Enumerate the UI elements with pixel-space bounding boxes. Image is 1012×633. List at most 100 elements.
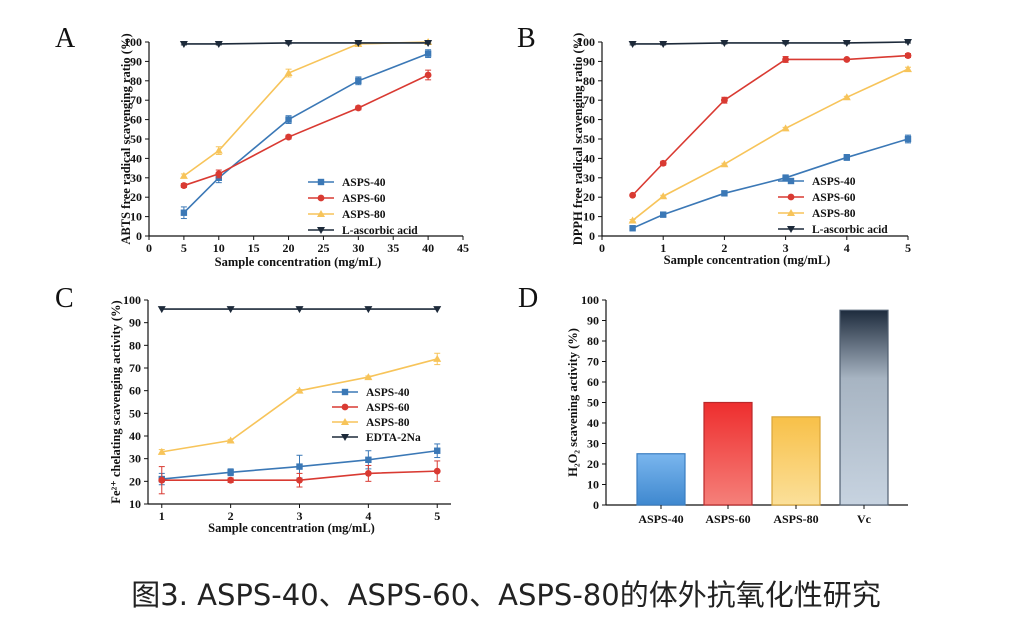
data-point [364, 470, 372, 477]
y-axis-label: DPPH free radical scavenging ratio (%) [571, 33, 585, 246]
legend-marker [787, 226, 795, 233]
y-tick-label: 70 [129, 361, 141, 375]
series-line [183, 52, 429, 214]
bar-asps-80 [771, 416, 821, 506]
legend-label: EDTA-2Na [366, 432, 421, 444]
data-point [226, 306, 235, 314]
data-point [364, 373, 373, 381]
data-point [782, 56, 789, 63]
data-point [214, 146, 223, 154]
legend-marker [317, 210, 325, 217]
data-point [355, 77, 362, 84]
data-point [354, 39, 363, 47]
y-axis-label: H₂O₂ scavening activity (%) [566, 328, 580, 477]
data-point [296, 476, 303, 484]
data-point [628, 216, 637, 224]
data-point [721, 190, 728, 197]
legend-marker [341, 403, 349, 411]
x-tick-label: 15 [248, 241, 260, 255]
data-point [434, 447, 441, 454]
y-tick-label: 70 [583, 93, 595, 107]
series-line [183, 74, 429, 187]
series-l-ascorbic-acid [628, 39, 912, 48]
y-tick-label: 10 [583, 210, 595, 224]
series-edta-2na [157, 306, 442, 314]
legend-marker [787, 209, 795, 216]
series-asps-60 [629, 52, 912, 199]
data-point [720, 39, 729, 47]
y-tick-label: 20 [129, 474, 141, 488]
y-tick-label: 80 [587, 334, 599, 348]
data-point [180, 209, 188, 216]
x-axis-label: Sample concentration (mg/mL) [208, 521, 375, 535]
series-asps-60 [158, 460, 441, 495]
panel-letter: D [518, 283, 538, 314]
data-point [659, 192, 668, 200]
x-tick-label: 5 [181, 241, 187, 255]
data-point [628, 40, 637, 48]
legend-label: ASPS-40 [366, 387, 410, 399]
panel-letter: C [55, 283, 74, 314]
y-tick-label: 60 [130, 113, 142, 127]
y-tick-label: 40 [129, 429, 141, 443]
panel-d-chart: D 0 10 20 30 40 50 60 70 80 90 100 H₂O₂ scavening ac… [518, 283, 908, 526]
data-point [904, 135, 912, 143]
data-point [842, 93, 851, 101]
legend-marker [317, 178, 325, 186]
x-tick-label: 10 [213, 241, 225, 255]
legend-label: ASPS-40 [812, 176, 856, 188]
data-point [179, 40, 188, 48]
data-point [295, 386, 304, 394]
y-tick-label: 40 [130, 151, 142, 165]
series-asps-40 [629, 134, 912, 232]
y-tick-label: 40 [583, 151, 595, 165]
bar-asps-40 [636, 453, 686, 506]
data-point [354, 104, 362, 112]
data-point [904, 39, 912, 46]
x-tick-label: Vc [857, 512, 872, 526]
legend-label: ASPS-80 [366, 417, 410, 429]
data-point [158, 476, 166, 484]
series-asps-80 [179, 38, 433, 179]
legend-marker [341, 418, 349, 425]
y-tick-label: 30 [129, 452, 141, 466]
legend-label: L-ascorbic acid [342, 225, 418, 237]
y-tick-label: 30 [583, 171, 595, 185]
x-tick-label: 4 [365, 509, 371, 523]
x-tick-label: 35 [387, 241, 399, 255]
data-point [629, 225, 636, 232]
y-tick-label: 40 [587, 416, 599, 430]
legend: ASPS-40 ASPS-60 ASPS-80 EDTA-2Na [332, 387, 421, 444]
series-asps-80 [157, 352, 442, 455]
y-tick-label: 0 [136, 229, 142, 243]
y-tick-label: 10 [129, 497, 141, 511]
data-point [843, 56, 851, 63]
legend: ASPS-40 ASPS-60 ASPS-80 L-ascorbic acid [778, 176, 888, 236]
series-line [632, 41, 909, 45]
bar-vc [839, 309, 889, 506]
data-point [284, 39, 293, 47]
data-point [157, 447, 166, 455]
y-tick-label: 60 [583, 113, 595, 127]
data-point [782, 174, 789, 181]
x-tick-label: 3 [783, 241, 789, 255]
y-tick-label: 70 [587, 355, 599, 369]
panel-b-chart: B 0 10 20 30 40 50 60 70 80 90 100 0 1 2 3 4 5 Sample conc… [517, 23, 912, 267]
x-tick-label: 30 [352, 241, 364, 255]
x-tick-label: 0 [599, 241, 605, 255]
y-tick-label: 60 [587, 375, 599, 389]
y-tick-label: 30 [130, 171, 142, 185]
data-point [659, 159, 667, 167]
panel-c-chart: C 10 20 30 40 50 60 70 80 90 100 1 2 3 4 5 Sample concen… [55, 283, 451, 535]
data-point [424, 50, 432, 57]
data-point [179, 171, 188, 179]
figure-caption: 图3. ASPS-40、ASPS-60、ASPS-80的体外抗氧化性研究 [131, 578, 881, 612]
data-point [433, 467, 441, 475]
data-point [157, 306, 166, 314]
x-tick-label: 4 [844, 241, 850, 255]
x-tick-label: 0 [146, 241, 152, 255]
series-asps-40 [158, 443, 441, 486]
y-tick-label: 10 [587, 478, 599, 492]
legend-marker [341, 388, 349, 396]
